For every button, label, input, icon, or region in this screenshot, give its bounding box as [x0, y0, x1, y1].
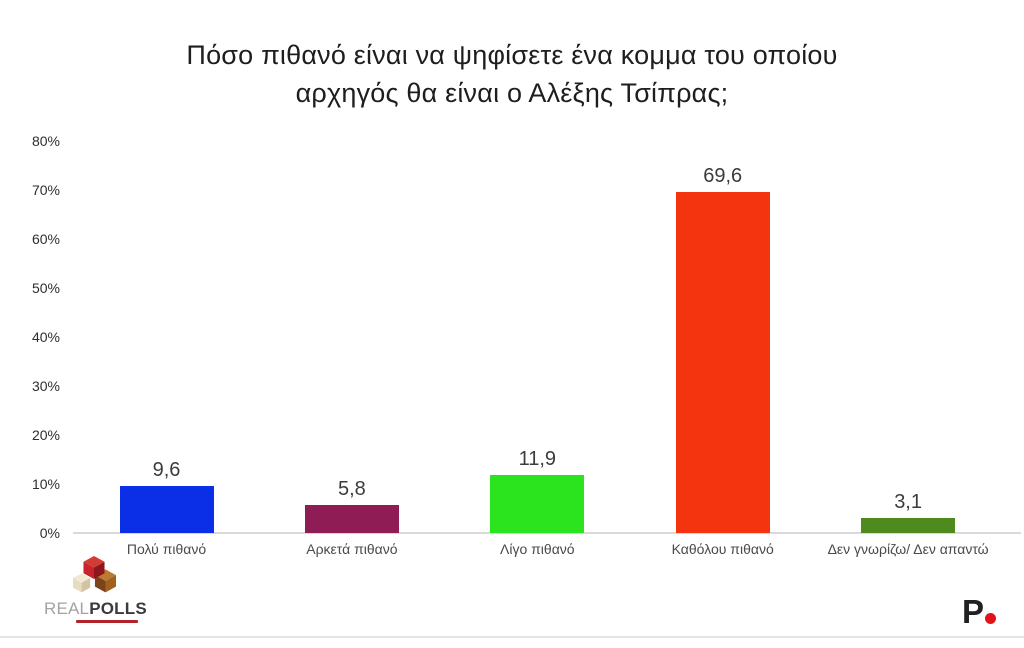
bar-value-label: 69,6 [703, 164, 743, 187]
bar-5 [861, 517, 956, 533]
realpolls-logo: REALPOLLS [44, 556, 147, 623]
y-axis-tick-label: 60% [31, 231, 60, 247]
bottom-divider [0, 636, 1024, 638]
publisher-letter: P [962, 593, 984, 630]
bar-value-label: 11,9 [518, 447, 557, 470]
category-label: Δεν γνωρίζω/ Δεν απαντώ [827, 541, 989, 557]
x-axis-line [73, 532, 1021, 534]
realpolls-wordmark-real: REAL [44, 599, 90, 618]
bar-value-label: 5,8 [337, 477, 366, 500]
y-axis-tick-label: 40% [31, 329, 60, 345]
category-label: Αρκετά πιθανό [306, 541, 398, 557]
publisher-red-dot-icon [985, 613, 997, 624]
category-label: Πολύ πιθανό [126, 541, 207, 557]
bar-4 [675, 191, 770, 533]
realpolls-tagline-bar [76, 620, 138, 623]
bar-value-label: 3,1 [894, 490, 922, 513]
chart-title-line2: αρχηγός θα είναι ο Αλέξης Τσίπρας; [295, 78, 729, 108]
y-axis-tick-label: 30% [31, 378, 60, 394]
bar-2 [304, 504, 399, 533]
y-axis-tick-label: 80% [31, 133, 60, 149]
y-axis-tick-label: 70% [31, 182, 60, 198]
chart-title: Πόσο πιθανό είναι να ψηφίσετε ένα κομμα … [0, 36, 1024, 112]
realpolls-cube-icon [72, 556, 116, 593]
publisher-logo: P [962, 593, 997, 630]
y-axis-tick-label: 20% [31, 427, 60, 443]
bar-3 [490, 474, 585, 533]
bar-1 [119, 485, 214, 533]
chart-title-line1: Πόσο πιθανό είναι να ψηφίσετε ένα κομμα … [186, 40, 838, 70]
y-axis-tick-label: 10% [31, 476, 60, 492]
bar-value-label: 9,6 [152, 458, 181, 481]
category-label: Καθόλου πιθανό [671, 541, 774, 557]
realpolls-wordmark-polls: POLLS [89, 599, 147, 618]
realpolls-wordmark: REALPOLLS [44, 599, 147, 618]
category-label: Λίγο πιθανό [500, 541, 575, 557]
y-axis-tick-label: 50% [31, 280, 60, 296]
y-axis-tick-label: 0% [39, 525, 60, 541]
